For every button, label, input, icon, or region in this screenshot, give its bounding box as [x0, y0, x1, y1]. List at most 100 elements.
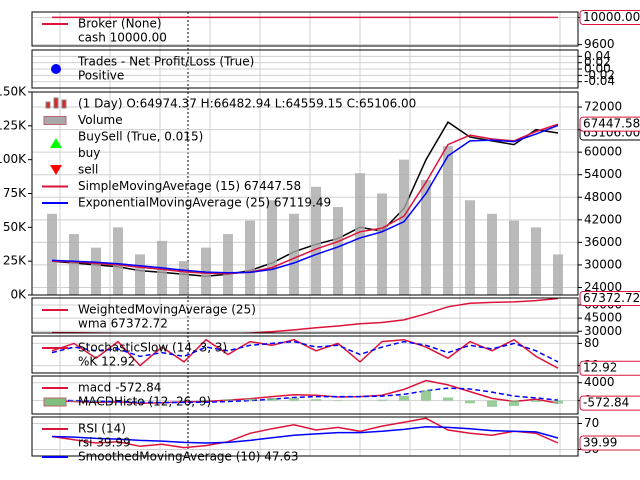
legend-label: WeightedMovingAverage (25): [78, 303, 256, 317]
y-tick-label: -0.02: [584, 68, 615, 82]
bar: [47, 213, 57, 295]
legend-label: ExponentialMovingAverage (25) 67119.49: [78, 196, 331, 210]
bar: [509, 400, 519, 406]
value-label: 67372.72: [583, 291, 640, 305]
y-tick-label: 42000: [584, 212, 622, 226]
value-box: [579, 395, 640, 411]
bar: [69, 400, 79, 402]
bar: [311, 399, 321, 401]
series-line: [51, 340, 559, 363]
series-line: [51, 379, 559, 405]
plot-area: [47, 121, 563, 295]
bar: [487, 400, 497, 407]
value-box: [579, 435, 640, 451]
bar: [553, 254, 563, 295]
bar: [201, 399, 211, 401]
y-tick-label: 30000: [584, 257, 622, 271]
legend-label: (1 Day) O:64974.37 H:66482.94 L:64559.15…: [78, 97, 416, 111]
plot-area: [51, 338, 559, 369]
legend-sub: rsi 39.99: [78, 436, 131, 450]
bar: [509, 220, 519, 295]
y-tick-label: 9600: [584, 37, 615, 51]
y-tick-label: 80: [584, 336, 599, 350]
legend-label: MACDHisto (12, 26, 9): [78, 395, 211, 409]
legend-label: BuySell (True, 0.015): [78, 130, 203, 144]
series-line: [51, 387, 559, 404]
plot-area: [51, 298, 559, 333]
panel-frame: [31, 11, 579, 47]
legend-swatch: [45, 97, 67, 109]
bar: [91, 400, 101, 402]
y2-tick-label: 100K: [0, 152, 27, 166]
legend-label: RSI (14): [78, 422, 126, 436]
series-line: [51, 124, 559, 274]
bar: [201, 247, 211, 295]
legend-sub: buy: [78, 146, 100, 160]
bar: [135, 254, 145, 295]
value-label: -572.84: [583, 396, 629, 410]
series-line: [51, 123, 559, 275]
bar: [223, 234, 233, 295]
bar: [179, 261, 189, 295]
bar: [223, 399, 233, 401]
bar: [531, 227, 541, 295]
y2-tick-label: 25K: [3, 254, 27, 268]
y-tick-label: 70: [584, 416, 599, 430]
panel-frame: [31, 375, 579, 415]
bar: [311, 186, 321, 295]
y-tick-label: 24000: [584, 280, 622, 294]
bar: [355, 173, 365, 295]
x-grid: [59, 12, 561, 456]
y2-tick-label: 0K: [10, 288, 27, 302]
legend-label: SimpleMovingAverage (15) 67447.58: [78, 179, 301, 193]
legend-label: Broker (None): [78, 17, 162, 31]
y2-tick-label: 125K: [0, 118, 27, 132]
legend-sub: Positive: [78, 69, 124, 83]
series-line: [51, 417, 559, 449]
y-tick-label: -0.04: [584, 74, 615, 88]
bar: [113, 227, 123, 295]
value-label: 39.99: [583, 436, 617, 450]
y2-tick-label: 150K: [0, 85, 27, 99]
bar: [465, 400, 475, 404]
bar: [267, 200, 277, 295]
value-label: 10000.00: [583, 10, 640, 24]
series-line: [51, 298, 559, 333]
bar: [289, 213, 299, 295]
bar: [69, 234, 79, 295]
bar: [443, 397, 453, 401]
panel-frame: [31, 49, 579, 89]
y-tick-label: 30000: [584, 324, 622, 338]
y2-tick-label: 50K: [3, 220, 27, 234]
legend-label: StochasticSlow (14, 3, 3): [78, 341, 227, 355]
legend-label: Volume: [78, 113, 123, 127]
value-box: [579, 291, 640, 307]
bar: [399, 395, 409, 401]
bar: [135, 400, 145, 402]
bar: [421, 179, 431, 295]
y2-tick-label: 75K: [3, 186, 27, 200]
legend-label: sell: [78, 163, 98, 177]
panel-frame: [31, 335, 579, 374]
series-line: [51, 426, 559, 444]
bar: [377, 399, 387, 401]
bar: [333, 207, 343, 295]
value-box: [579, 360, 640, 376]
y-tick-label: 0.00: [584, 62, 611, 76]
legend-label: SmoothedMovingAverage (10) 47.63: [78, 450, 299, 464]
value-box: [579, 9, 640, 25]
bar: [487, 213, 497, 295]
y-tick-label: 48000: [584, 190, 622, 204]
bar: [553, 400, 563, 404]
value-box: [579, 116, 640, 132]
bar: [399, 159, 409, 295]
bar: [245, 398, 255, 401]
plot-area: [51, 417, 559, 449]
legend-swatch: [43, 116, 67, 125]
y-tick-label: 54000: [584, 167, 622, 181]
panel-frame: [31, 416, 579, 457]
bar: [531, 400, 541, 402]
y-tick-label: 60000: [584, 145, 622, 159]
panel-frame: [31, 91, 579, 296]
